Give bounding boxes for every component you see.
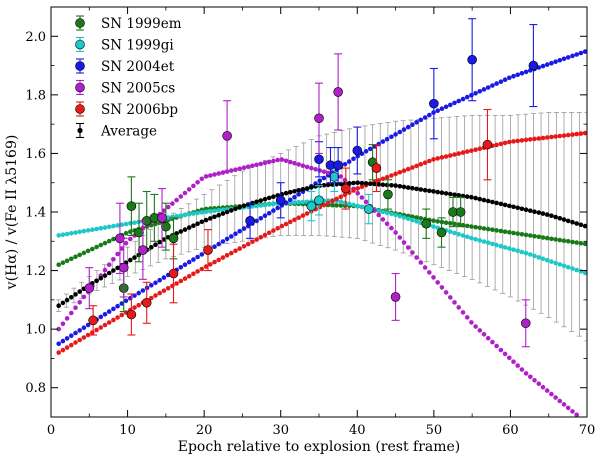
x-tick-label: 30 [272,423,289,438]
point-sn-2006bp-4 [203,229,213,272]
legend-item-average: Average [76,122,157,140]
axis-ticks: 0 10 20 30 40 50 60 70 0.8 1.0 1.2 1.4 1.6 1.8 2.0 [25,6,596,438]
point-sn-2006bp-3 [168,243,179,304]
legend-label: SN 2006bp [101,102,178,118]
point-sn-1999em-8 [383,179,393,210]
y-tick-label: 0.8 [25,381,46,396]
x-tick-label: 0 [47,423,55,438]
legend: SN 1999em SN 1999gi SN 2004et SN 2005cs SN 2… [75,15,182,140]
x-tick-label: 50 [426,423,443,438]
point-sn-1999gi-3 [363,193,374,225]
point-sn-2006bp-6 [371,144,382,193]
legend-item-sn-2004et: SN 2004et [75,58,175,75]
point-sn-2006bp-7 [482,108,493,181]
point-sn-2005cs-7 [333,53,343,131]
legend-item-sn-2005cs: SN 2005cs [75,79,175,97]
point-sn-2004et-4 [333,147,343,184]
fit-curve-sn-2006bp [56,130,587,355]
point-sn-2004et-1 [275,182,286,219]
x-tick-label: 40 [349,423,366,438]
point-sn-1999em-9 [421,208,432,239]
fit-curve-sn-2005cs [56,157,579,417]
point-sn-2006bp-5 [340,167,351,210]
point-sn-2006bp-2 [141,281,152,324]
x-tick-label: 20 [196,423,213,438]
y-tick-label: 1.4 [25,206,46,221]
y-tick-label: 1.6 [25,147,46,162]
point-sn-2006bp-1 [126,293,137,336]
x-tick-label: 60 [502,423,519,438]
point-sn-2005cs-0 [84,267,95,310]
x-tick-label: 10 [119,423,136,438]
point-sn-1999gi-0 [306,190,317,222]
point-sn-2006bp-0 [88,305,98,336]
point-sn-2005cs-4 [157,188,167,248]
x-tick-label: 70 [579,423,596,438]
point-sn-1999gi-1 [314,185,324,216]
point-sn-2005cs-3 [138,220,148,280]
point-sn-2004et-7 [467,18,477,102]
point-sn-2005cs-5 [222,100,232,172]
point-sn-2005cs-6 [314,82,324,154]
legend-label: Average [100,124,157,140]
y-tick-label: 2.0 [25,30,46,45]
legend-label: SN 1999gi [101,38,174,54]
point-sn-1999em-12 [455,196,466,228]
point-sn-1999em-10 [436,217,447,248]
y-tick-label: 1.8 [25,88,46,103]
y-axis-label: v(Hα) / v(Fe II λ5169) [4,135,20,291]
point-sn-2004et-8 [528,24,539,108]
legend-label: SN 2004et [101,59,175,75]
point-sn-2004et-6 [429,67,439,140]
x-axis-label: Epoch relative to explosion (rest frame) [178,439,461,455]
point-sn-2005cs-2 [118,237,129,298]
point-sn-2005cs-9 [520,299,531,348]
point-sn-1999em-11 [448,196,458,228]
point-sn-1999em-1 [126,176,137,236]
legend-item-sn-2006bp: SN 2006bp [75,101,178,118]
legend-item-sn-1999gi: SN 1999gi [75,36,174,54]
legend-item-sn-1999em: SN 1999em [75,15,182,32]
point-sn-2005cs-8 [390,272,401,321]
point-sn-2004et-0 [245,202,255,239]
y-tick-label: 1.0 [25,323,46,338]
data-points [84,18,539,348]
legend-label: SN 2005cs [101,81,175,97]
y-tick-label: 1.2 [25,264,46,279]
point-sn-1999em-5 [161,202,171,251]
point-sn-2004et-5 [352,126,363,175]
point-sn-1999em-4 [149,193,160,242]
legend-label: SN 1999em [101,16,182,32]
point-sn-2004et-3 [325,147,336,184]
